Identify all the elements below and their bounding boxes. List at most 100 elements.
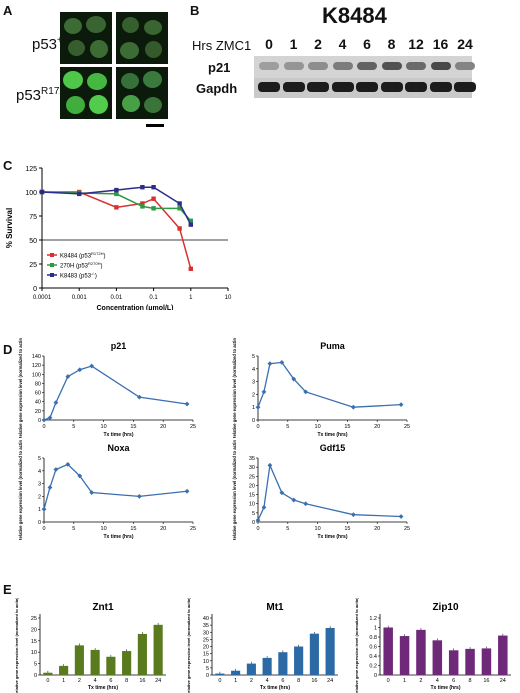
p21-band [259, 62, 279, 70]
data-point [303, 501, 309, 507]
legend-label: 270H (p53R270H) [60, 261, 102, 270]
y-tick-label: 0 [374, 673, 377, 679]
x-axis-title: Tx time (hrs) [317, 432, 347, 438]
lane-label: 0 [265, 36, 273, 52]
bar [465, 648, 475, 675]
x-tick-label: 5 [286, 526, 289, 532]
bar [137, 633, 147, 675]
x-axis-title: Tx time (hrs) [317, 534, 347, 540]
series-line [43, 463, 188, 510]
x-tick-label: 16 [483, 678, 489, 684]
bar [59, 665, 69, 675]
y-tick-label: 20 [31, 627, 37, 633]
micrograph-mutant-2 [116, 67, 168, 119]
x-tick-label: 0.0001 [33, 295, 52, 301]
x-tick-label: 4 [436, 678, 439, 684]
x-tick-label: 6 [452, 678, 455, 684]
p21-band [455, 62, 475, 70]
x-tick-label: 16 [139, 678, 145, 684]
bar [246, 663, 256, 675]
x-tick-label: 20 [374, 424, 380, 430]
y-tick-label: 0 [33, 286, 37, 293]
data-point [267, 462, 273, 468]
y-tick-label: 15 [203, 652, 209, 658]
chart-title: Zip10 [432, 602, 459, 613]
panel-label-c: C [3, 158, 13, 173]
data-point [136, 394, 142, 400]
y-tick-label: 0 [34, 673, 37, 679]
legend-label-sup: -/- [91, 271, 95, 276]
y-tick-label: 100 [25, 190, 37, 197]
x-tick-label: 0.1 [149, 295, 158, 301]
data-point [188, 266, 193, 271]
y-axis-title: Relative gene expression level (normaliz… [232, 440, 237, 540]
p21-band [332, 62, 353, 70]
y-tick-label: 0.8 [369, 635, 377, 641]
line-chart-gdf15: Gdf15 0 5 10 15 20 25 30 35 0 5 10 15 20 25 Tx time (hr… [232, 440, 410, 540]
y-axis-title: Relative gene expression level (normaliz… [18, 338, 23, 438]
x-tick-label: 8 [125, 678, 128, 684]
y-tick-label: 20 [203, 645, 209, 651]
data-point [77, 367, 83, 373]
x-axis-title: Tx time (hrs) [260, 685, 290, 691]
data-point [291, 376, 297, 382]
bar [481, 648, 492, 675]
gapdh-band [429, 82, 452, 92]
gapdh-band [405, 82, 427, 92]
legend-label-sup: R172H [91, 251, 104, 256]
data-point [291, 497, 297, 503]
gapdh-band [258, 82, 280, 92]
data-point [261, 389, 267, 395]
chart-title: Puma [320, 341, 346, 351]
y-tick-label: 20 [249, 483, 255, 489]
y-tick-label: 5 [252, 511, 255, 517]
p21-band [430, 62, 451, 70]
y-tick-label: 0.4 [369, 654, 377, 660]
y-tick-label: 10 [203, 659, 209, 665]
y-tick-label: 10 [31, 650, 37, 656]
chart-title: Mt1 [266, 602, 284, 613]
data-point [184, 488, 190, 494]
y-tick-label: 5 [38, 456, 41, 462]
y-tick-label: 5 [206, 666, 209, 672]
lane-label: 2 [314, 36, 322, 52]
x-tick-label: 0 [256, 424, 259, 430]
micrograph-mutant-1 [60, 67, 112, 119]
y-tick-label: 120 [32, 363, 41, 369]
data-point [39, 189, 45, 195]
x-tick-label: 0 [218, 678, 221, 684]
line-chart-puma: Puma 0 1 2 3 4 5 0 5 10 15 20 25 Tx time (hrs) Relativ… [232, 338, 410, 438]
data-point [53, 400, 59, 406]
panel-label-e: E [3, 582, 12, 597]
bar [215, 673, 225, 675]
y-tick-label: 40 [35, 400, 41, 406]
series-line [257, 361, 402, 408]
data-point [136, 494, 142, 499]
x-tick-label: 15 [130, 526, 136, 532]
bar [448, 650, 459, 675]
y-tick-label: 75 [29, 214, 37, 221]
y-tick-label: 0 [38, 418, 41, 424]
y-tick-label: 0 [252, 520, 255, 526]
y-tick-label: 0 [252, 418, 255, 424]
micrograph-wt-1 [60, 12, 112, 64]
y-tick-label: 4 [38, 469, 41, 475]
x-tick-label: 16 [311, 678, 317, 684]
series-line [43, 365, 188, 421]
hrs-zmc1-label: Hrs ZMC1 [192, 38, 252, 53]
x-tick-label: 10 [101, 424, 107, 430]
bar [278, 652, 288, 675]
x-tick-label: 20 [374, 526, 380, 532]
micrograph-wt-2 [116, 12, 168, 64]
data-point [65, 374, 71, 379]
x-tick-label: 1 [403, 678, 406, 684]
lane-label: 1 [289, 36, 298, 52]
x-axis-title: Concentration (μmol/L) [97, 305, 174, 310]
bar [309, 633, 319, 675]
p21-band [308, 62, 328, 70]
legend-label: K8484 (p53R172H) [60, 251, 105, 260]
data-point [47, 415, 53, 421]
bar [262, 657, 272, 675]
genotype-base: p53 [16, 87, 42, 104]
